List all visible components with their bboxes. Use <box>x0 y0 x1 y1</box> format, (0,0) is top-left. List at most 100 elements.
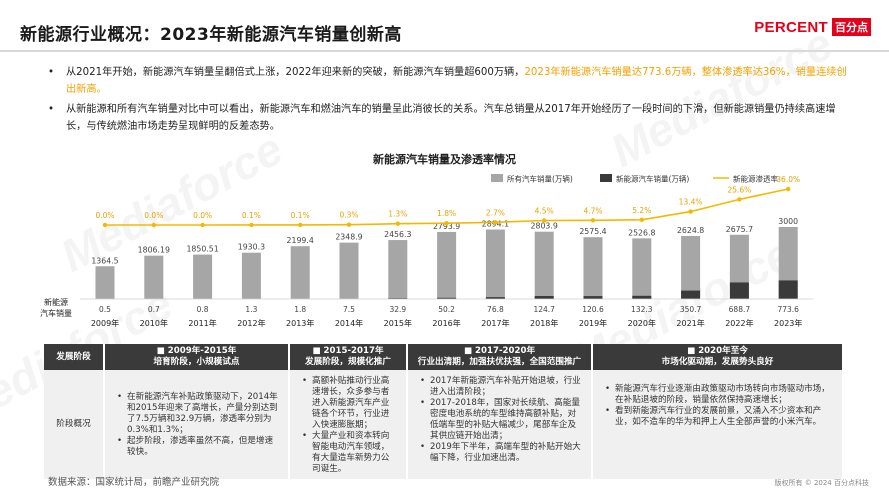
penetration-point <box>639 217 644 222</box>
bar-total-label: 1806.19 <box>138 246 170 255</box>
bar-nev-label: 0.8 <box>197 305 209 314</box>
phase-item: 2017-2018年，国家对长续航、高能量密度电池系统的车型维持高额补贴，对低端… <box>420 398 581 442</box>
phase-subtitle: 发展阶段，规模化推广 <box>305 357 391 367</box>
bar-total-label: 2348.9 <box>335 233 362 242</box>
penetration-label: 4.5% <box>535 207 554 216</box>
bar-total <box>144 255 164 299</box>
phase-body-row: 阶段概况 在新能源汽车补贴政策驱动下，2014年和2015年迎来了高增长，产量分… <box>44 370 844 479</box>
bar-nev-label: 688.7 <box>729 305 751 314</box>
phase-cell: 在新能源汽车补贴政策驱动下，2014年和2015年迎来了高增长，产量分别达到了7… <box>104 370 290 479</box>
nev-row-label: 新能源 <box>44 297 68 307</box>
penetration-label: 0.0% <box>95 211 114 220</box>
bar-total-label: 2575.4 <box>579 227 606 236</box>
phase-period: ■ 2015-2017年 <box>312 346 384 356</box>
bullet-text: 从2021年开始，新能源汽车销量呈翻倍式上涨，2022年迎来新的突破，新能源汽车… <box>66 67 525 78</box>
x-tick-label: 2020年 <box>628 318 656 328</box>
x-tick-label: 2022年 <box>725 318 753 328</box>
corner-header: 发展阶段 <box>44 344 105 370</box>
bar-nev-label: 120.6 <box>582 305 604 314</box>
copyright: 版权所有 © 2024 百分点科技 <box>774 479 870 487</box>
penetration-point <box>200 222 205 228</box>
summary-bullet: 从2021年开始，新能源汽车销量呈翻倍式上涨，2022年迎来新的突破，新能源汽车… <box>48 64 848 98</box>
penetration-label: 13.4% <box>679 198 703 207</box>
sales-penetration-chart: 所有汽车销量(万辆) 新能源汽车销量(万辆) 新能源渗透率 1364.5 0.5 2009… <box>40 174 814 328</box>
bar-nev-label: 1.3 <box>245 305 257 314</box>
bar-nev-label: 350.7 <box>680 305 702 314</box>
bar-total <box>583 237 603 299</box>
phase-item: 新能源汽车行业逐渐由政策驱动市场转向市场驱动市场，在补贴退坡的阶段，销量依然保持… <box>605 384 832 406</box>
phase-cell: 高额补贴推动行业高速增长，众多参与者进入新能源汽车产业链各个环节，行业进入快速膨… <box>289 370 408 479</box>
bar-nev-label: 132.3 <box>631 305 653 314</box>
penetration-point <box>493 220 498 225</box>
phase-subtitle: 市场化驱动期，发展势头良好 <box>661 357 774 367</box>
bar-total <box>388 240 408 299</box>
bar-total <box>193 254 213 299</box>
nev-row-label: 汽车销量 <box>40 308 72 318</box>
logo-text-en: PERCENT <box>754 18 828 36</box>
penetration-point <box>298 222 303 228</box>
legend-swatch <box>491 174 503 182</box>
bar-total <box>339 242 359 299</box>
bar-nev-label: 7.5 <box>343 305 355 314</box>
penetration-label: 1.8% <box>437 209 456 218</box>
penetration-label: 4.7% <box>583 206 602 215</box>
chart-title: 新能源汽车销量及渗透率情况 <box>373 153 516 166</box>
bar-nev <box>534 296 554 299</box>
x-tick-label: 2016年 <box>432 318 460 328</box>
penetration-label: 36.0% <box>776 175 800 184</box>
penetration-point <box>542 218 547 223</box>
phase-cell: 2017年新能源汽车补贴开始退坡，行业进入出清阶段； 2017-2018年，国家… <box>407 370 593 479</box>
x-tick-label: 2013年 <box>286 318 314 328</box>
bullet-text: 从新能源和所有汽车销量对比中可以看出，新能源汽车和燃油汽车的销量呈此消彼长的关系… <box>66 104 836 132</box>
legend-label: 新能源渗透率 <box>733 174 778 184</box>
bar-nev-label: 124.7 <box>533 305 555 314</box>
phase-header: ■ 2017-2020年 行业出清期，加强扶优扶强，全国范围推广 <box>407 344 593 370</box>
phase-header-row: 发展阶段 ■ 2009年-2015年 培育阶段，小规模试点 ■ 2015-2017… <box>44 344 844 370</box>
x-tick-label: 2018年 <box>530 318 558 328</box>
bar-nev <box>583 296 603 299</box>
bar-nev <box>778 280 798 299</box>
phase-period: ■ 2017-2020年 <box>463 346 536 356</box>
penetration-label: 5.2% <box>632 206 651 215</box>
bar-nev <box>681 290 701 299</box>
bar-total <box>681 236 701 299</box>
x-tick-label: 2019年 <box>579 318 607 328</box>
bar-total <box>95 266 115 299</box>
bar-total <box>632 238 652 299</box>
penetration-label: 0.0% <box>144 211 163 220</box>
penetration-label: 0.3% <box>339 211 358 220</box>
penetration-point <box>249 222 254 228</box>
logo-text-cn: 百分点 <box>832 18 871 36</box>
bar-total <box>290 246 310 299</box>
x-tick-label: 2011年 <box>188 318 216 328</box>
phase-header: ■ 2015-2017年 发展阶段，规模化推广 <box>289 344 408 370</box>
bar-total-label: 2624.8 <box>677 226 704 235</box>
page-title: 新能源行业概况：2023年新能源汽车销量创新高 <box>20 25 402 45</box>
phase-header: ■ 2020年至今 市场化驱动期，发展势头良好 <box>592 344 844 370</box>
phase-item: 2019年下半年，高端车型的补贴开始大幅下降，行业加速出清。 <box>420 442 581 464</box>
bar-nev-label: 76.8 <box>487 305 504 314</box>
penetration-point <box>786 186 791 192</box>
brand-logo: PERCENT 百分点 <box>754 18 871 36</box>
penetration-label: 1.3% <box>388 210 407 219</box>
bar-nev-label: 32.9 <box>389 305 406 314</box>
phase-item: 在新能源汽车补贴政策驱动下，2014年和2015年迎来了高增长，产量分别达到了7… <box>117 392 278 436</box>
x-tick-label: 2012年 <box>237 318 265 328</box>
bar-total-label: 3000 <box>778 217 798 226</box>
phase-cell: 新能源汽车行业逐渐由政策驱动市场转向市场驱动市场，在补贴退坡的阶段，销量依然保持… <box>592 370 844 479</box>
row-label: 阶段概况 <box>44 370 105 479</box>
phase-table: 发展阶段 ■ 2009年-2015年 培育阶段，小规模试点 ■ 2015-2017… <box>44 344 844 479</box>
penetration-point <box>151 222 156 228</box>
penetration-point <box>395 221 400 226</box>
bar-total <box>485 229 505 299</box>
bar-total-label: 2793.9 <box>433 222 460 231</box>
bullet-highlight: 2023年新能源汽车销量达773.6万辆，整体渗透率达36%，销量连续创出新高。 <box>66 67 847 95</box>
x-tick-label: 2009年 <box>91 318 119 328</box>
phase-item: 看到新能源汽车行业的发展前景，又涌入不少资本和产业，如不造车的华为和押上人生全部… <box>605 406 832 428</box>
phase-subtitle: 培育阶段，小规模试点 <box>153 357 240 367</box>
bar-total-label: 2675.7 <box>726 225 753 234</box>
bar-total <box>437 231 457 299</box>
legend-label: 所有汽车销量(万辆) <box>507 174 573 184</box>
penetration-point <box>737 197 742 202</box>
penetration-label: 0.1% <box>291 211 310 220</box>
